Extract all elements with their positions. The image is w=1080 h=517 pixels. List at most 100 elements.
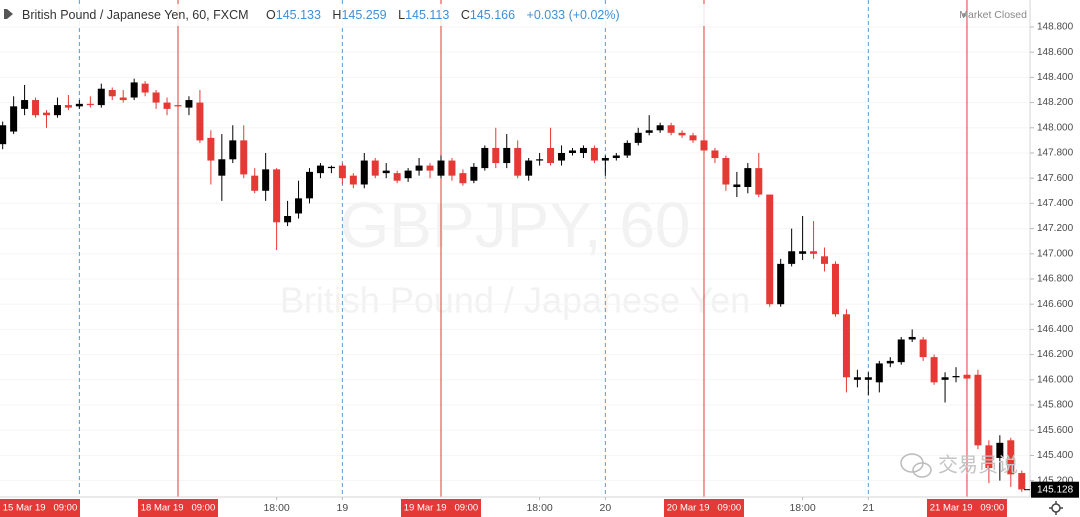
candle-body [645, 130, 653, 133]
candle-body [601, 158, 609, 161]
candle-body [667, 125, 675, 133]
y-tick-label: 147.200 [1037, 223, 1074, 234]
y-tick-label: 145.800 [1037, 400, 1074, 411]
candle-body [952, 376, 960, 378]
candle-body [43, 112, 51, 116]
candle-body [229, 140, 237, 160]
x-tick-label: 21 [863, 502, 875, 514]
time-marker-box [138, 499, 218, 517]
candle-body [459, 173, 467, 184]
last-price-label: 145.128 [1037, 484, 1074, 495]
candle-body [579, 147, 587, 153]
candle-body [295, 198, 303, 214]
candle-body [568, 150, 576, 153]
candle-body [152, 92, 160, 103]
last-price-box [1031, 481, 1079, 498]
candle-body [1007, 440, 1015, 475]
candle-body [327, 166, 335, 169]
change: +0.033 (+0.02%) [527, 8, 620, 22]
candle-body [207, 137, 215, 161]
y-tick-label: 148.600 [1037, 47, 1074, 58]
candle-body [766, 194, 774, 305]
candle-body [10, 106, 18, 132]
candle-body [492, 147, 500, 164]
candle-body [503, 147, 511, 164]
candle-body [119, 97, 127, 101]
market-status: Market Closed [959, 9, 1027, 21]
candle-body [262, 169, 270, 191]
candle-body [470, 166, 478, 181]
candle-body [75, 103, 83, 107]
candle-body [623, 142, 631, 156]
candle-body [163, 102, 171, 109]
y-tick-label: 148.200 [1037, 97, 1074, 108]
candle-body [722, 158, 730, 185]
candle-body [1018, 473, 1026, 490]
x-tick-label: 20 [600, 502, 612, 514]
y-tick-label: 147.600 [1037, 173, 1074, 184]
y-tick-label: 147.000 [1037, 248, 1074, 259]
candle-body [678, 132, 686, 136]
candle-body [853, 377, 861, 380]
candle-body [240, 140, 248, 175]
y-tick-label: 145.400 [1037, 450, 1074, 461]
y-tick-label: 145.600 [1037, 425, 1074, 436]
legend-bg [0, 4, 720, 26]
candle-body [371, 160, 379, 176]
candle-body [821, 256, 829, 264]
symbol[interactable]: British Pound / Japanese Yen, 60, FXCM [22, 8, 249, 22]
candle-body [919, 339, 927, 358]
candle-body [415, 165, 423, 171]
time-marker-label: 15 Mar 19 09:00 [3, 503, 77, 514]
y-tick-label: 148.800 [1037, 22, 1074, 33]
candle-body [97, 88, 105, 106]
candle-body [831, 263, 839, 315]
y-tick-label: 148.000 [1037, 122, 1074, 133]
candle-body [733, 184, 741, 188]
candle-body [316, 165, 324, 174]
candle-body [21, 100, 29, 109]
brand-icon [912, 462, 932, 478]
status-dot [962, 13, 966, 17]
h-label: H [332, 8, 341, 22]
o-label: O [266, 8, 276, 22]
time-marker-label: 20 Mar 19 09:00 [667, 503, 741, 514]
time-marker-box [926, 499, 1007, 517]
candle-body [86, 103, 94, 106]
candle-body [897, 339, 905, 363]
candle-body [744, 168, 752, 188]
candle-body [974, 374, 982, 446]
time-marker-label: 21 Mar 19 09:00 [930, 503, 1004, 514]
candle-body [141, 83, 149, 93]
settings-icon[interactable] [1049, 501, 1063, 515]
y-tick-label: 145.200 [1037, 475, 1074, 486]
candle-body [875, 363, 883, 383]
candle-body [558, 152, 566, 161]
candle-body [196, 102, 204, 141]
y-tick-label: 146.000 [1037, 374, 1074, 385]
price-axis [1030, 0, 1080, 517]
candle-body [908, 336, 916, 340]
candle-body [634, 132, 642, 143]
candle-body [547, 147, 555, 164]
candle-body [777, 263, 785, 305]
candle-body [590, 147, 598, 161]
candle-body [251, 175, 259, 191]
candle-body [799, 251, 807, 254]
candle-body [711, 150, 719, 159]
c-label: C [461, 8, 470, 22]
candle-body [864, 377, 872, 380]
candle-body [404, 170, 412, 179]
watermark-name: British Pound / Japanese Yen [280, 280, 750, 321]
candle-body [0, 125, 7, 145]
c-value: 145.166 [470, 8, 515, 22]
y-tick-label: 146.600 [1037, 299, 1074, 310]
l-value: 145.113 [405, 8, 449, 22]
candle-body [32, 100, 40, 116]
candle-body [64, 105, 72, 108]
candle-body [284, 215, 292, 223]
y-tick-label: 146.200 [1037, 349, 1074, 360]
candle-body [481, 147, 489, 169]
y-tick-label: 146.800 [1037, 274, 1074, 285]
